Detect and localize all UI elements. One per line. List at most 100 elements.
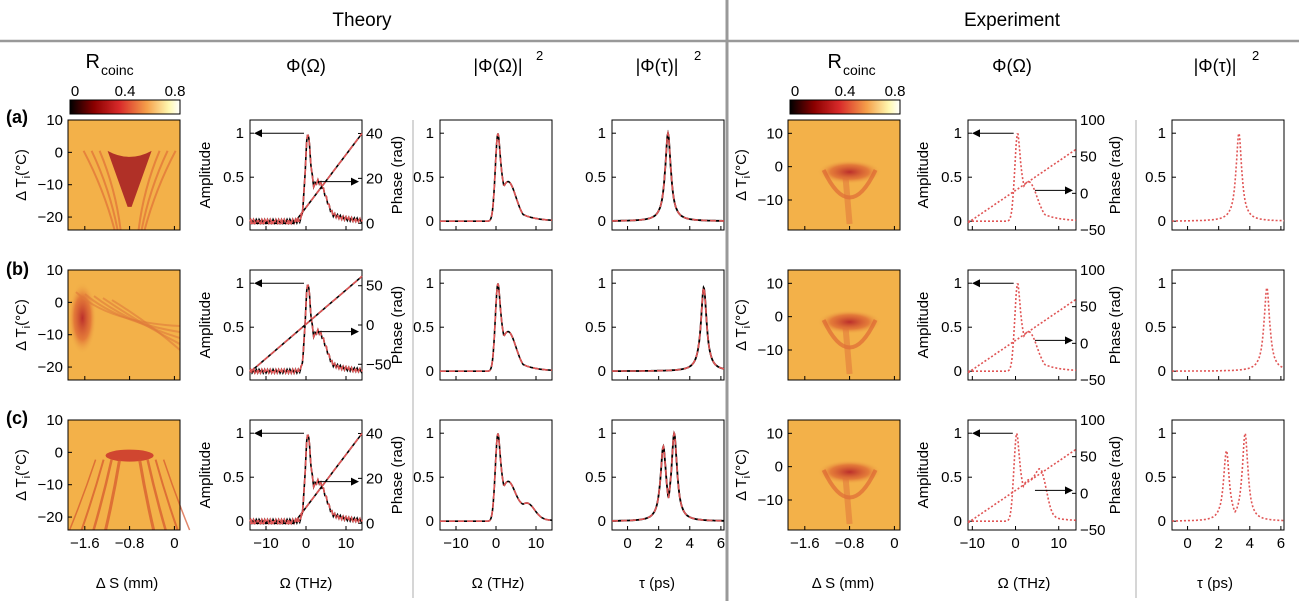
phi-omega-experiment-3-ylabel: Amplitude bbox=[915, 442, 932, 509]
rcoinc-experiment-3-features bbox=[817, 460, 882, 525]
rcoinc-theory-2-fringe bbox=[102, 297, 181, 345]
phi-omega-theory-3-y2tick-label: 0 bbox=[366, 515, 374, 532]
phi-omega-theory-1-y2tick-label: 40 bbox=[366, 125, 383, 142]
rcoinc-experiment-2-hot-region bbox=[817, 310, 882, 334]
phi-tau-experiment-2-ytick-label: 0 bbox=[1158, 363, 1166, 380]
phi-tau-theory-2-frame bbox=[611, 269, 725, 381]
phi-omega-theory-xtick-label: 0 bbox=[302, 535, 310, 552]
theory-header: Theory bbox=[332, 10, 392, 31]
rcoinc-theory-3-background bbox=[68, 420, 180, 530]
phi-omega-experiment-2-amplitude-fit bbox=[968, 283, 1077, 372]
phi-omega-sq-theory-2-fit bbox=[440, 283, 553, 372]
phi-omega-sq-theory-1-ytick-label: 0.5 bbox=[413, 169, 434, 186]
phi-omega-theory-3-phase-arrowhead bbox=[351, 477, 359, 486]
svg-text:R: R bbox=[828, 51, 842, 73]
rcoinc-theory-3-fringe bbox=[146, 459, 167, 531]
phi-tau-theory-xtick-label: 6 bbox=[717, 535, 725, 552]
phi-tau-experiment-xtick-label: 6 bbox=[1277, 535, 1285, 552]
panels: 100−10−20Δ Ti(°C)100−10−20Δ Ti(°C)100−10… bbox=[13, 112, 1285, 552]
phi-omega-experiment-2-phase-fit bbox=[967, 298, 1077, 374]
col-title-rcoinc-theory: R coinc bbox=[86, 51, 134, 78]
phi-omega-theory-2-ylabel: Amplitude bbox=[197, 292, 214, 359]
rcoinc-theory-1-fringe bbox=[143, 150, 177, 231]
phi-omega-sq-theory-3-frame bbox=[439, 419, 553, 531]
phi-omega-experiment-2-y2tick-label: 50 bbox=[1080, 299, 1097, 316]
phi-omega-experiment-3-ytick-label: 0.5 bbox=[941, 469, 962, 486]
svg-text:coinc: coinc bbox=[101, 62, 134, 78]
row-label-c: (c) bbox=[6, 408, 28, 428]
phi-omega-theory-3-ytick-label: 1 bbox=[236, 425, 244, 442]
phi-omega-experiment-1-y2tick-label: 100 bbox=[1080, 112, 1105, 129]
phi-omega-theory-1-ytick-label: 0 bbox=[236, 213, 244, 230]
phi-omega-theory-1-ytick-label: 1 bbox=[236, 125, 244, 142]
rcoinc-theory-2-ytick-label: −20 bbox=[38, 359, 63, 376]
phi-omega-sq-theory-1-frame bbox=[439, 119, 553, 231]
rcoinc-theory-3-ytick-label: 0 bbox=[55, 444, 63, 461]
phi-tau-experiment-1-fit bbox=[1172, 132, 1284, 222]
phi-omega-experiment-xtick-label: −10 bbox=[960, 535, 985, 552]
phi-omega-experiment-1-y2tick-label: −50 bbox=[1080, 222, 1105, 239]
phi-tau-theory-2-ytick-label: 1 bbox=[598, 275, 606, 292]
rcoinc-theory-xtick-label: −0.8 bbox=[115, 535, 145, 552]
row-label-a: (a) bbox=[6, 107, 28, 127]
colorbar-theory-tick: 0.8 bbox=[165, 83, 186, 100]
phi-omega-sq-theory-1-ytick-label: 1 bbox=[426, 125, 434, 142]
xlabel-omega-sq-theory: Ω (THz) bbox=[472, 575, 525, 592]
phi-omega-theory-3-y2tick-label: 40 bbox=[366, 425, 383, 442]
colorbar-theory-tick: 0.4 bbox=[115, 83, 136, 100]
rcoinc-experiment-1-ytick-label: −10 bbox=[758, 192, 783, 209]
phi-omega-experiment-2-ylabel: Amplitude bbox=[915, 292, 932, 359]
phi-omega-theory-1-phase-fit bbox=[250, 133, 363, 225]
rcoinc-theory-3-fringe bbox=[92, 459, 113, 531]
phi-tau-theory-1-ytick-label: 1 bbox=[598, 125, 606, 142]
phi-omega-experiment-1-amplitude-arrowhead bbox=[972, 129, 980, 138]
rcoinc-experiment-xtick-label: 0 bbox=[890, 535, 898, 552]
phi-omega-experiment-xtick-label: 0 bbox=[1011, 535, 1019, 552]
phi-omega-theory-1-phase-arrowhead bbox=[351, 177, 359, 186]
phi-tau-theory-3-ytick-label: 1 bbox=[598, 425, 606, 442]
rcoinc-theory-1-ytick-label: 10 bbox=[46, 112, 63, 129]
rcoinc-theory-1-fringe bbox=[82, 150, 116, 231]
phi-omega-experiment-2-phase-arrowhead bbox=[1065, 336, 1073, 345]
svg-text:|Φ(τ)|: |Φ(τ)| bbox=[636, 56, 679, 76]
phi-omega-theory-1-ylabel: Amplitude bbox=[197, 142, 214, 209]
rcoinc-experiment-3-frame bbox=[787, 419, 901, 531]
rcoinc-theory-1-fringe bbox=[140, 150, 169, 231]
colorbar-experiment-tick: 0 bbox=[791, 83, 799, 100]
phi-tau-theory-2-fit bbox=[612, 285, 725, 372]
phi-omega-sq-theory-2-frame bbox=[439, 269, 553, 381]
rcoinc-theory-2-ytick-label: −10 bbox=[38, 327, 63, 344]
rcoinc-theory-3-fringe bbox=[138, 459, 156, 531]
phi-tau-theory-1-ytick-label: 0 bbox=[598, 213, 606, 230]
phi-omega-experiment-2-ytick-label: 0.5 bbox=[941, 319, 962, 336]
rcoinc-theory-3-fringe bbox=[80, 459, 105, 531]
svg-text:2: 2 bbox=[694, 48, 701, 63]
rcoinc-theory-2-ytick-label: 10 bbox=[46, 262, 63, 279]
phi-omega-experiment-3-amplitude-arrowhead bbox=[972, 429, 980, 438]
svg-text:coinc: coinc bbox=[843, 62, 876, 78]
rcoinc-experiment-1-fringe bbox=[842, 177, 853, 225]
xlabel-tau-theory: τ (ps) bbox=[639, 575, 675, 592]
phi-tau-theory-3-ytick-label: 0.5 bbox=[585, 469, 606, 486]
rcoinc-experiment-1-ytick-label: 10 bbox=[766, 125, 783, 142]
rcoinc-theory-xtick-label: 0 bbox=[170, 535, 178, 552]
rcoinc-experiment-3-fringe bbox=[842, 477, 853, 525]
rcoinc-experiment-2-ylabel: Δ Ti(°C) bbox=[733, 299, 753, 351]
phi-omega-theory-2-phase-fit bbox=[249, 275, 363, 373]
phi-tau-experiment-xtick-label: 2 bbox=[1214, 535, 1222, 552]
phi-tau-experiment-3-ytick-label: 1 bbox=[1158, 425, 1166, 442]
phi-omega-sq-theory-xtick-label: −10 bbox=[443, 535, 468, 552]
rcoinc-theory-2-hot-region bbox=[68, 282, 97, 355]
phi-omega-experiment-3-phase-fit bbox=[967, 448, 1077, 524]
phi-omega-sq-theory-2-ytick-label: 0.5 bbox=[413, 319, 434, 336]
phi-omega-experiment-3-y2tick-label: 0 bbox=[1080, 485, 1088, 502]
xlabel-omega-theory: Ω (THz) bbox=[280, 575, 333, 592]
rcoinc-theory-1-fringe bbox=[137, 150, 161, 231]
phi-omega-experiment-1-phase-fit bbox=[967, 148, 1077, 224]
phi-omega-theory-3-amplitude-arrowhead bbox=[254, 429, 262, 438]
phi-omega-experiment-3-amplitude-fit bbox=[968, 430, 1076, 522]
phi-omega-theory-3-frame bbox=[249, 419, 363, 531]
phi-omega-experiment-2-y2tick-label: 0 bbox=[1080, 335, 1088, 352]
phi-omega-experiment-1-ytick-label: 0.5 bbox=[941, 169, 962, 186]
